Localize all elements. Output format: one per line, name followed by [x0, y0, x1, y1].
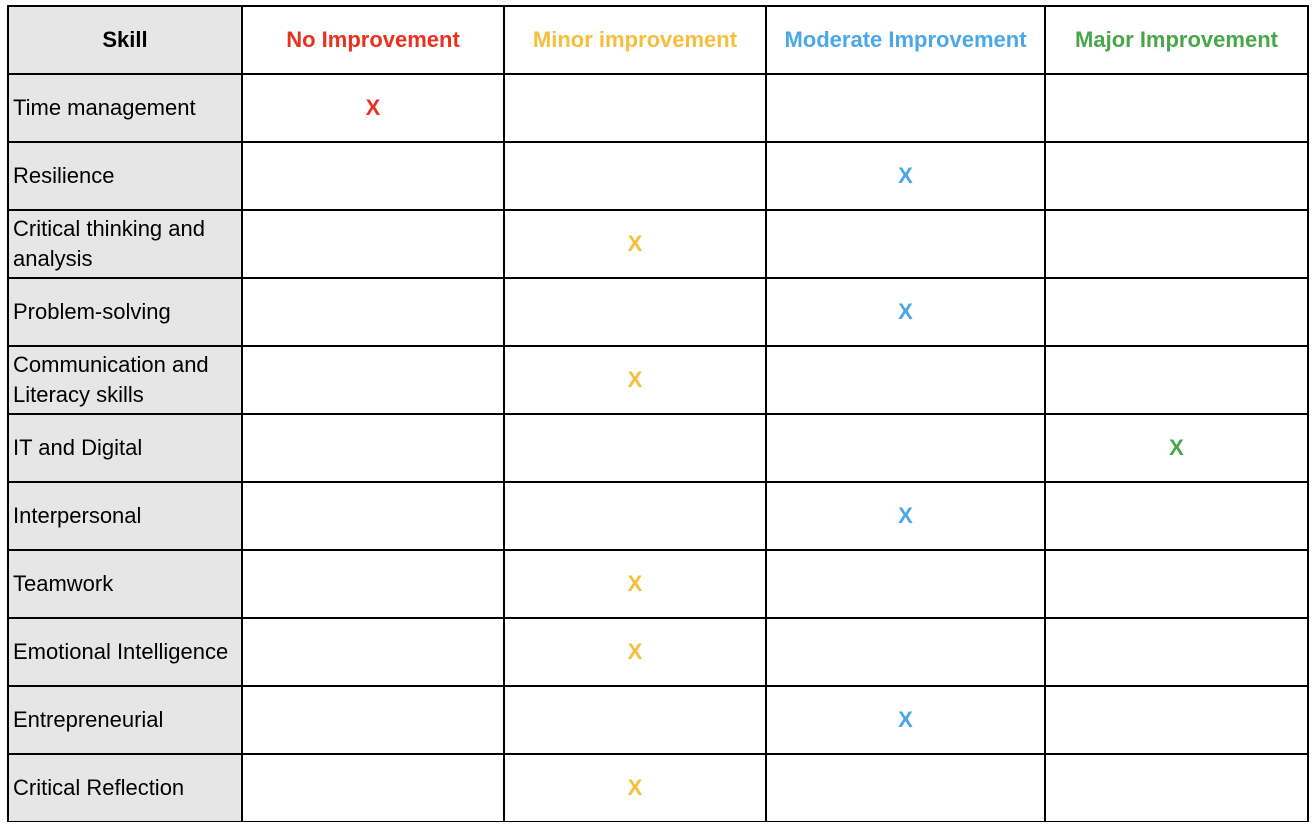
improvement-cell[interactable] [241, 549, 505, 619]
skill-name-cell[interactable]: IT and Digital [7, 413, 243, 483]
skill-name-cell[interactable]: Problem-solving [7, 277, 243, 347]
improvement-mark: X [898, 163, 913, 188]
skill-name-cell[interactable]: Teamwork [7, 549, 243, 619]
improvement-cell[interactable] [503, 141, 767, 211]
improvement-cell[interactable] [503, 481, 767, 551]
improvement-cell[interactable]: X [503, 209, 767, 279]
sheet-bottom-edge [0, 822, 1312, 828]
improvement-cell[interactable] [503, 685, 767, 755]
improvement-cell[interactable] [765, 345, 1046, 415]
improvement-cell[interactable] [1044, 481, 1309, 551]
improvement-cell[interactable]: X [241, 73, 505, 143]
improvement-mark: X [627, 775, 643, 800]
improvement-cell[interactable]: X [503, 617, 767, 687]
table-row: Critical Reflection X [7, 753, 1309, 823]
improvement-cell[interactable]: X [1044, 413, 1309, 483]
column-header-moderate-improvement[interactable]: Moderate Improvement [765, 5, 1046, 75]
improvement-mark: X [898, 299, 913, 324]
skills-improvement-table: Skill No Improvement Minor improvement M… [7, 5, 1309, 823]
column-header-no-improvement[interactable]: No Improvement [241, 5, 505, 75]
improvement-cell[interactable]: X [503, 549, 767, 619]
improvement-cell[interactable] [1044, 549, 1309, 619]
improvement-cell[interactable] [503, 73, 767, 143]
skill-name-cell[interactable]: Entrepreneurial [7, 685, 243, 755]
improvement-cell[interactable] [765, 413, 1046, 483]
improvement-cell[interactable] [1044, 209, 1309, 279]
improvement-cell[interactable] [1044, 277, 1309, 347]
skill-name-cell[interactable]: Emotional Intelligence [7, 617, 243, 687]
improvement-cell[interactable] [241, 141, 505, 211]
table-row: Communication and Literacy skills X [7, 345, 1309, 415]
improvement-cell[interactable] [241, 481, 505, 551]
skill-name-cell[interactable]: Resilience [7, 141, 243, 211]
improvement-cell[interactable] [503, 277, 767, 347]
improvement-cell[interactable] [241, 209, 505, 279]
column-header-skill[interactable]: Skill [7, 5, 243, 75]
improvement-mark: X [627, 571, 643, 596]
improvement-cell[interactable]: X [765, 685, 1046, 755]
improvement-mark: X [365, 95, 381, 120]
improvement-cell[interactable] [1044, 617, 1309, 687]
skill-name-cell[interactable]: Communication and Literacy skills [7, 345, 243, 415]
table-row: Entrepreneurial X [7, 685, 1309, 755]
table-row: IT and Digital X [7, 413, 1309, 483]
table-row: Time management X [7, 73, 1309, 143]
improvement-cell[interactable] [765, 753, 1046, 823]
improvement-cell[interactable]: X [765, 141, 1046, 211]
improvement-cell[interactable] [241, 345, 505, 415]
improvement-cell[interactable] [765, 617, 1046, 687]
column-header-minor-improvement[interactable]: Minor improvement [503, 5, 767, 75]
table-row: Critical thinking and analysis X [7, 209, 1309, 279]
table-row: Resilience X [7, 141, 1309, 211]
table-row: Emotional Intelligence X [7, 617, 1309, 687]
improvement-cell[interactable]: X [503, 753, 767, 823]
column-header-major-improvement[interactable]: Major Improvement [1044, 5, 1309, 75]
improvement-cell[interactable] [1044, 141, 1309, 211]
improvement-cell[interactable] [1044, 73, 1309, 143]
improvement-cell[interactable] [503, 413, 767, 483]
improvement-cell[interactable]: X [503, 345, 767, 415]
improvement-cell[interactable] [241, 753, 505, 823]
improvement-mark: X [627, 639, 643, 664]
skill-name-cell[interactable]: Interpersonal [7, 481, 243, 551]
improvement-cell[interactable] [241, 617, 505, 687]
improvement-cell[interactable] [1044, 345, 1309, 415]
improvement-cell[interactable]: X [765, 277, 1046, 347]
skill-name-cell[interactable]: Time management [7, 73, 243, 143]
improvement-mark: X [627, 231, 643, 256]
improvement-cell[interactable] [765, 549, 1046, 619]
improvement-mark: X [898, 707, 913, 732]
improvement-mark: X [1169, 435, 1184, 460]
table-row: Problem-solving X [7, 277, 1309, 347]
header-row: Skill No Improvement Minor improvement M… [7, 5, 1309, 75]
improvement-cell[interactable] [1044, 753, 1309, 823]
improvement-mark: X [627, 367, 643, 392]
improvement-mark: X [898, 503, 913, 528]
improvement-cell[interactable] [1044, 685, 1309, 755]
skill-name-cell[interactable]: Critical thinking and analysis [7, 209, 243, 279]
improvement-cell[interactable]: X [765, 481, 1046, 551]
table-row: Interpersonal X [7, 481, 1309, 551]
table-row: Teamwork X [7, 549, 1309, 619]
improvement-cell[interactable] [765, 209, 1046, 279]
improvement-cell[interactable] [241, 685, 505, 755]
improvement-cell[interactable] [241, 277, 505, 347]
improvement-cell[interactable] [241, 413, 505, 483]
improvement-cell[interactable] [765, 73, 1046, 143]
skill-name-cell[interactable]: Critical Reflection [7, 753, 243, 823]
